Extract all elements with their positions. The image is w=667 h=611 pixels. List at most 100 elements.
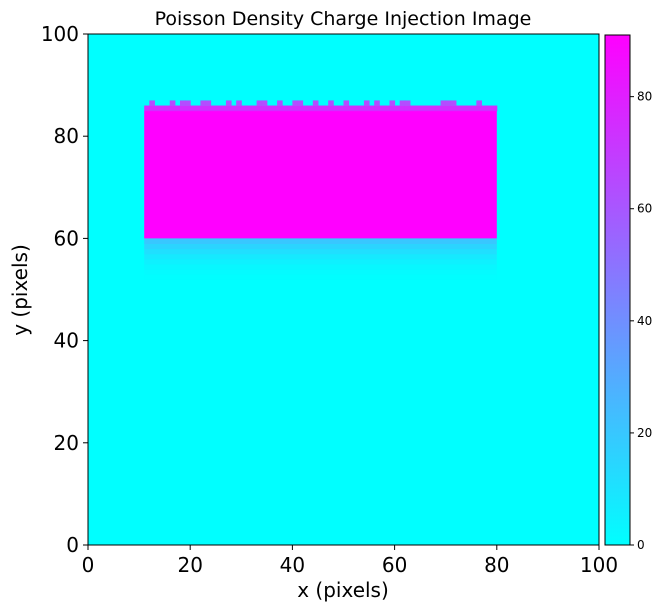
heatmap-edge-cell	[430, 105, 436, 112]
y-axis-label: y (pixels)	[8, 244, 32, 336]
heatmap-edge-cell	[461, 105, 467, 112]
y-tick-label: 40	[54, 329, 79, 353]
heatmap-edge-cell	[169, 100, 176, 107]
heatmap-edge-cell	[317, 105, 324, 112]
heatmap-trail-row	[144, 238, 497, 245]
heatmap-edge-cell	[415, 105, 421, 112]
heatmap-edge-cell	[363, 105, 370, 112]
heatmap-edge-cell	[450, 105, 457, 112]
heatmap-edge-cell	[348, 105, 355, 112]
heatmap-edge-cell	[307, 105, 314, 112]
heatmap-edge-cell	[312, 105, 319, 112]
heatmap-edge-cell	[384, 105, 390, 112]
heatmap-edge-cell	[369, 105, 375, 112]
heatmap-edge-cell	[215, 105, 222, 112]
heatmap-edge-cell	[435, 105, 442, 112]
y-tick-label: 20	[54, 431, 79, 455]
heatmap-edge-cell	[210, 105, 217, 112]
heatmap-edge-cell	[164, 105, 171, 112]
heatmap-edge-cell	[353, 105, 360, 112]
heatmap-edge-cell	[328, 105, 334, 112]
heatmap-edge-cell	[374, 105, 380, 112]
heatmap-edge-cell	[266, 105, 273, 112]
y-tick-label: 60	[54, 226, 79, 250]
heatmap-edge-cell	[440, 100, 447, 107]
heatmap-edge-cell	[343, 100, 350, 107]
heatmap-edge-cell	[236, 105, 242, 112]
heatmap-edge-cell	[389, 100, 396, 107]
colorbar-tick-label: 80	[637, 90, 652, 104]
heatmap-edge-cell	[297, 100, 304, 107]
colorbar-tick-label: 40	[637, 314, 652, 328]
heatmap-edge-cell	[190, 105, 196, 112]
heatmap-edge-cell	[450, 100, 457, 107]
heatmap-edge-cell	[251, 105, 258, 112]
heatmap-trail-row	[144, 248, 497, 255]
heatmap-edge-cell	[466, 105, 472, 112]
heatmap-edge-cell	[154, 105, 161, 112]
colorbar-tick-label: 60	[637, 202, 652, 216]
heatmap-edge-cell	[420, 105, 426, 112]
colorbar: 0 20 40 60 80	[604, 34, 652, 552]
heatmap-edge-cell	[343, 105, 350, 112]
heatmap-edge-cell	[185, 105, 191, 112]
heatmap-edge-cell	[399, 100, 406, 107]
heatmap-edge-cell	[144, 105, 150, 112]
heatmap-trail-row	[144, 269, 497, 275]
heatmap-edge-cell	[394, 105, 401, 112]
heatmap-edge-cell	[363, 100, 370, 107]
heatmap-edge-cell	[374, 100, 380, 107]
heatmap-edge-cell	[205, 105, 212, 112]
heatmap-edge-cell	[169, 105, 176, 112]
heatmap-trail-row	[144, 243, 497, 250]
x-tick-label: 20	[177, 553, 202, 577]
heatmap-edge-cell	[256, 100, 263, 107]
heatmap-edge-cell	[231, 105, 237, 112]
colorbar-gradient	[604, 34, 631, 546]
y-tick-label: 100	[41, 22, 79, 46]
heatmap-edge-cell	[195, 105, 201, 112]
heatmap-edge-cell	[220, 105, 227, 112]
heatmap-edge-cell	[328, 100, 334, 107]
heatmap-edge-cell	[149, 100, 155, 107]
heatmap-edge-cell	[277, 100, 283, 107]
heatmap-edge-cell	[440, 105, 447, 112]
x-axis-ticks: 0 20 40 60 80 100	[82, 545, 618, 577]
x-tick-label: 80	[484, 553, 509, 577]
heatmap-edge-cell	[225, 100, 232, 107]
heatmap-edge-cell	[256, 105, 263, 112]
y-tick-label: 0	[66, 533, 79, 557]
heatmap-edge-cell	[379, 105, 385, 112]
heatmap-trail-row	[144, 263, 497, 270]
heatmap-edge-cell	[179, 105, 186, 112]
heatmap-edge-cell	[200, 100, 207, 107]
heatmap-edge-cell	[241, 105, 247, 112]
plot-area	[87, 33, 600, 546]
heatmap-edge-cell	[409, 105, 416, 112]
heatmap-edge-cell	[302, 105, 309, 112]
heatmap-edge-cell	[292, 105, 299, 112]
heatmap-injected-block	[144, 110, 497, 239]
heatmap-trail-row	[144, 274, 497, 280]
x-tick-label: 60	[382, 553, 407, 577]
y-axis-ticks: 0 20 40 60 80 100	[41, 22, 88, 557]
heatmap-edge-cell	[455, 105, 462, 112]
heatmap-edge-cell	[486, 105, 493, 112]
heatmap-edge-cell	[323, 105, 329, 112]
heatmap-edge-cell	[174, 105, 181, 112]
heatmap-edge-cell	[292, 100, 299, 107]
heatmap-edge-cell	[205, 100, 212, 107]
plot-frame	[87, 33, 600, 546]
heatmap-edge-cell	[185, 100, 191, 107]
heatmap-edge-cell	[200, 105, 207, 112]
heatmap-edge-cell	[358, 105, 365, 112]
heatmap-edge-cell	[179, 100, 186, 107]
heatmap-edge-cell	[476, 105, 482, 112]
heatmap-edge-cell	[159, 105, 166, 112]
heatmap-edge-cell	[261, 100, 268, 107]
heatmap-edge-cell	[338, 105, 344, 112]
heatmap-edge-cell	[425, 105, 431, 112]
y-tick-label: 80	[54, 124, 79, 148]
heatmap-edge-cell	[236, 100, 242, 107]
